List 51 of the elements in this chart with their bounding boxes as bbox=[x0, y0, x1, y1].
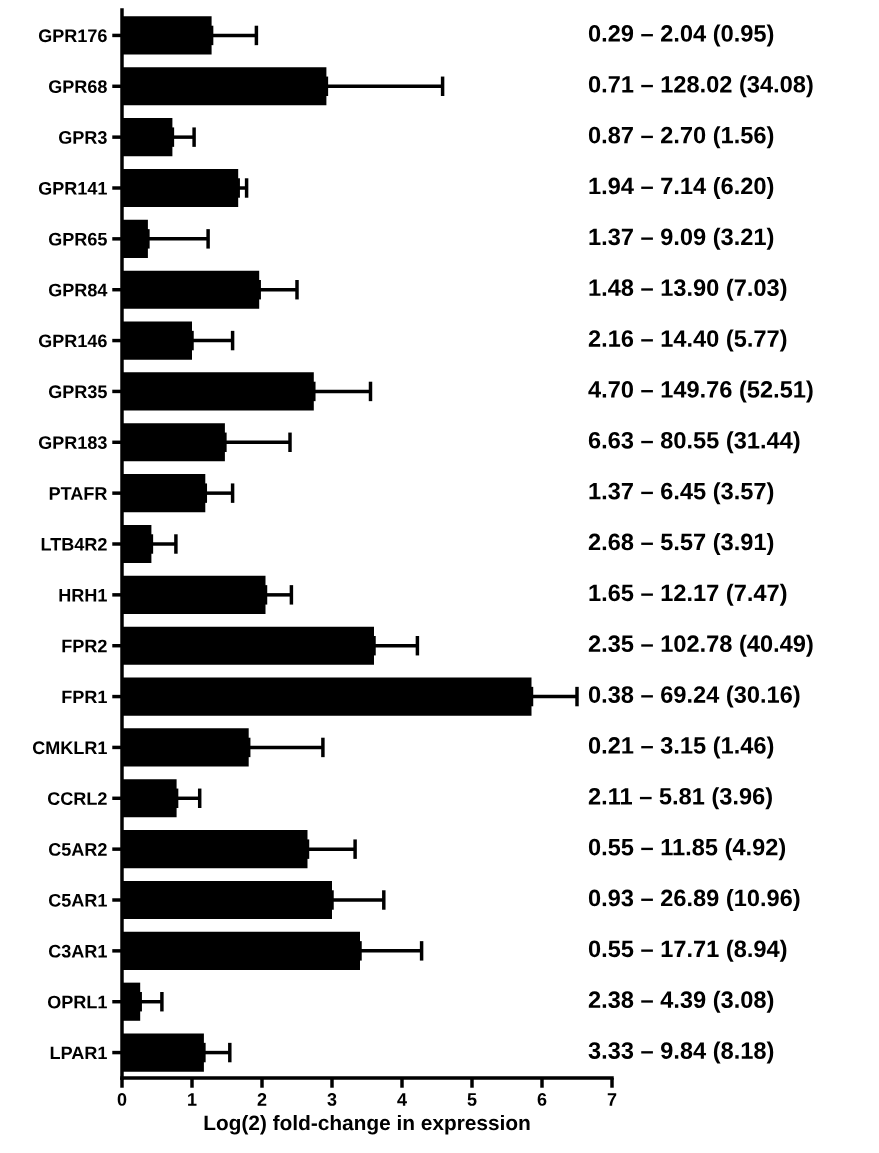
annotation: 1.94 – 7.14 (6.20) bbox=[589, 177, 774, 200]
y-tick-label: GPR84 bbox=[48, 283, 108, 297]
annotation: 0.29 – 2.04 (0.95) bbox=[588, 24, 774, 47]
annotation: 1.37 – 9.09 (3.21) bbox=[589, 227, 774, 250]
annotation: 3.33 – 9.84 (8.18) bbox=[588, 1041, 774, 1064]
annotation: 1.65 – 12.17 (7.47) bbox=[589, 583, 787, 606]
annotation: 0.93 – 26.89 (10.96) bbox=[588, 889, 800, 912]
x-tick-label: 5 bbox=[467, 1093, 477, 1106]
x-tick-label: 0 bbox=[117, 1093, 127, 1106]
annotation: 1.37 – 6.45 (3.57) bbox=[589, 482, 774, 505]
annotation: 2.11 – 5.81 (3.96) bbox=[588, 787, 772, 810]
y-tick-label: HRH1 bbox=[59, 588, 107, 602]
annotation: 0.38 – 69.24 (30.16) bbox=[588, 685, 800, 708]
y-tick-label: GPR35 bbox=[48, 385, 107, 399]
annotation: 0.71 – 128.02 (34.08) bbox=[588, 75, 813, 98]
annotation: 0.55 – 17.71 (8.94) bbox=[588, 939, 787, 962]
y-tick-label: GPR3 bbox=[58, 131, 107, 144]
x-tick-label: 3 bbox=[327, 1093, 337, 1106]
annotation: 4.70 – 149.76 (52.51) bbox=[588, 380, 813, 403]
x-axis-title: Log(2) fold-change in expression bbox=[204, 1114, 530, 1135]
x-tick-label: 2 bbox=[257, 1093, 267, 1106]
y-tick-label: GPR183 bbox=[38, 436, 107, 450]
annotation: 0.21 – 3.15 (1.46) bbox=[588, 736, 774, 759]
y-tick-label: GPR68 bbox=[48, 80, 107, 94]
annotation: 2.35 – 102.78 (40.49) bbox=[588, 634, 813, 657]
y-tick-label: C5AR1 bbox=[48, 893, 107, 907]
y-tick-label: C3AR1 bbox=[48, 944, 107, 958]
y-tick-label: LTB4R2 bbox=[41, 537, 107, 551]
y-tick-label: C5AR2 bbox=[48, 843, 107, 856]
y-tick-label: CMKLR1 bbox=[32, 741, 107, 755]
annotation: 6.63 – 80.55 (31.44) bbox=[588, 431, 800, 454]
y-tick-label: PTAFR bbox=[49, 487, 108, 500]
annotation: 1.48 – 13.90 (7.03) bbox=[589, 278, 787, 301]
y-tick-label: FPR2 bbox=[62, 639, 107, 653]
x-tick-label: 1 bbox=[188, 1093, 197, 1106]
y-tick-label: CCRL2 bbox=[47, 792, 107, 806]
annotation: 2.38 – 4.39 (3.08) bbox=[588, 990, 774, 1013]
annotation: 2.68 – 5.57 (3.91) bbox=[588, 532, 774, 556]
y-tick-label: GPR141 bbox=[38, 181, 107, 195]
annotation: 0.55 – 11.85 (4.92) bbox=[588, 838, 786, 861]
x-tick-label: 6 bbox=[537, 1093, 547, 1106]
x-tick-label: 7 bbox=[607, 1093, 617, 1106]
y-tick-label: GPR146 bbox=[38, 334, 107, 348]
y-tick-label: FPR1 bbox=[62, 690, 107, 704]
y-tick-label: GPR176 bbox=[38, 29, 107, 43]
y-tick-label: OPRL1 bbox=[47, 995, 107, 1009]
annotation: 2.16 – 14.40 (5.77) bbox=[588, 329, 787, 352]
annotation: 0.87 – 2.70 (1.56) bbox=[588, 126, 774, 149]
y-tick-label: LPAR1 bbox=[50, 1046, 107, 1060]
y-tick-label: GPR65 bbox=[48, 232, 107, 246]
x-tick-label: 4 bbox=[397, 1093, 407, 1106]
